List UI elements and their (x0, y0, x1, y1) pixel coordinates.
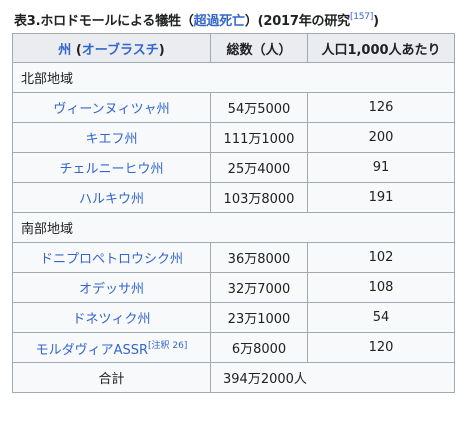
per1000-cell: 191 (307, 182, 455, 213)
table-row: ヴィーンヌィツャ州 54万5000 126 (12, 92, 455, 123)
section-title: 北部地域 (12, 62, 455, 93)
header-per-1000: 人口1,000人あたり (307, 33, 455, 63)
table-caption: 表3.ホロドモールによる犠牲（超過死亡）(2017年の研究[157]) (14, 10, 379, 29)
excess-death-link[interactable]: 超過死亡 (193, 14, 245, 29)
header-oblast: 州 (オーブラスチ) (12, 33, 211, 63)
total-cell: 23万1000 (210, 302, 308, 333)
caption-close: ) (373, 14, 379, 29)
table-row: チェルニーヒウ州 25万4000 91 (12, 152, 455, 183)
total-cell: 25万4000 (210, 152, 308, 183)
oblast-cell: ドニプロペトロウシク州 (12, 242, 211, 273)
oblast-cell: ヴィーンヌィツャ州 (12, 92, 211, 123)
oblast-link[interactable]: キエフ州 (85, 132, 138, 147)
oblast-sub-link[interactable]: オーブラスチ (81, 42, 159, 58)
per1000-cell: 54 (307, 302, 455, 333)
total-cell: 36万8000 (210, 242, 308, 273)
reference-157-link[interactable]: [157] (349, 12, 374, 22)
oblast-link[interactable]: オデッサ州 (78, 282, 144, 297)
per1000-cell: 200 (307, 122, 455, 153)
oblast-cell: ハルキウ州 (12, 182, 211, 213)
oblast-link[interactable]: ヴィーンヌィツャ州 (53, 102, 170, 117)
header-total: 総数（人） (210, 33, 308, 63)
table-row: ハルキウ州 103万8000 191 (12, 182, 455, 213)
oblast-link[interactable]: ハルキウ州 (78, 192, 144, 207)
reference-sup: [157] (350, 12, 373, 22)
section-title: 南部地域 (12, 212, 455, 243)
table-row: キエフ州 111万1000 200 (12, 122, 455, 153)
oblast-cell: オデッサ州 (12, 272, 211, 303)
per1000-cell: 102 (307, 242, 455, 273)
total-cell: 103万8000 (210, 182, 308, 213)
oblast-header-link[interactable]: 州 (58, 42, 72, 58)
total-value-cell: 394万2000人 (210, 362, 455, 393)
table-row: ドネツィク州 23万1000 54 (12, 302, 455, 333)
oblast-link[interactable]: ドニプロペトロウシク州 (39, 252, 183, 267)
header-row: 州 (オーブラスチ) 総数（人） 人口1,000人あたり (12, 33, 455, 63)
total-cell: 32万7000 (210, 272, 308, 303)
oblast-cell: キエフ州 (12, 122, 211, 153)
holodomor-victims-table: 州 (オーブラスチ) 総数（人） 人口1,000人あたり 北部地域 ヴィーンヌィ… (12, 33, 455, 393)
per1000-cell: 126 (307, 92, 455, 123)
oblast-link[interactable]: ドネツィク州 (72, 312, 151, 327)
table-row: モルダヴィアASSR[注釈 26] 6万8000 120 (12, 332, 455, 363)
table-row: オデッサ州 32万7000 108 (12, 272, 455, 303)
total-row: 合計 394万2000人 (12, 362, 455, 393)
note-26-link[interactable]: [注釈 26] (148, 340, 188, 351)
table-row: ドニプロペトロウシク州 36万8000 102 (12, 242, 455, 273)
note-sup: [注釈 26] (148, 341, 187, 351)
section-row-north: 北部地域 (12, 62, 455, 93)
caption-prefix: 表3.ホロドモールによる犠牲（ (14, 14, 194, 29)
oblast-cell: チェルニーヒウ州 (12, 152, 211, 183)
oblast-cell: モルダヴィアASSR[注釈 26] (12, 332, 211, 363)
total-cell: 54万5000 (210, 92, 308, 123)
per1000-cell: 108 (307, 272, 455, 303)
per1000-cell: 91 (307, 152, 455, 183)
total-label-cell: 合計 (12, 362, 211, 393)
oblast-cell: ドネツィク州 (12, 302, 211, 333)
section-row-south: 南部地域 (12, 212, 455, 243)
per1000-cell: 120 (307, 332, 455, 363)
caption-suffix: ）(2017年の研究 (244, 14, 350, 29)
oblast-link[interactable]: チェルニーヒウ州 (59, 162, 164, 177)
header-paren-open: ( (71, 42, 82, 58)
oblast-link[interactable]: モルダヴィアASSR (35, 342, 149, 358)
total-cell: 111万1000 (210, 122, 308, 153)
total-cell: 6万8000 (210, 332, 308, 363)
header-paren-close: ) (158, 42, 165, 58)
